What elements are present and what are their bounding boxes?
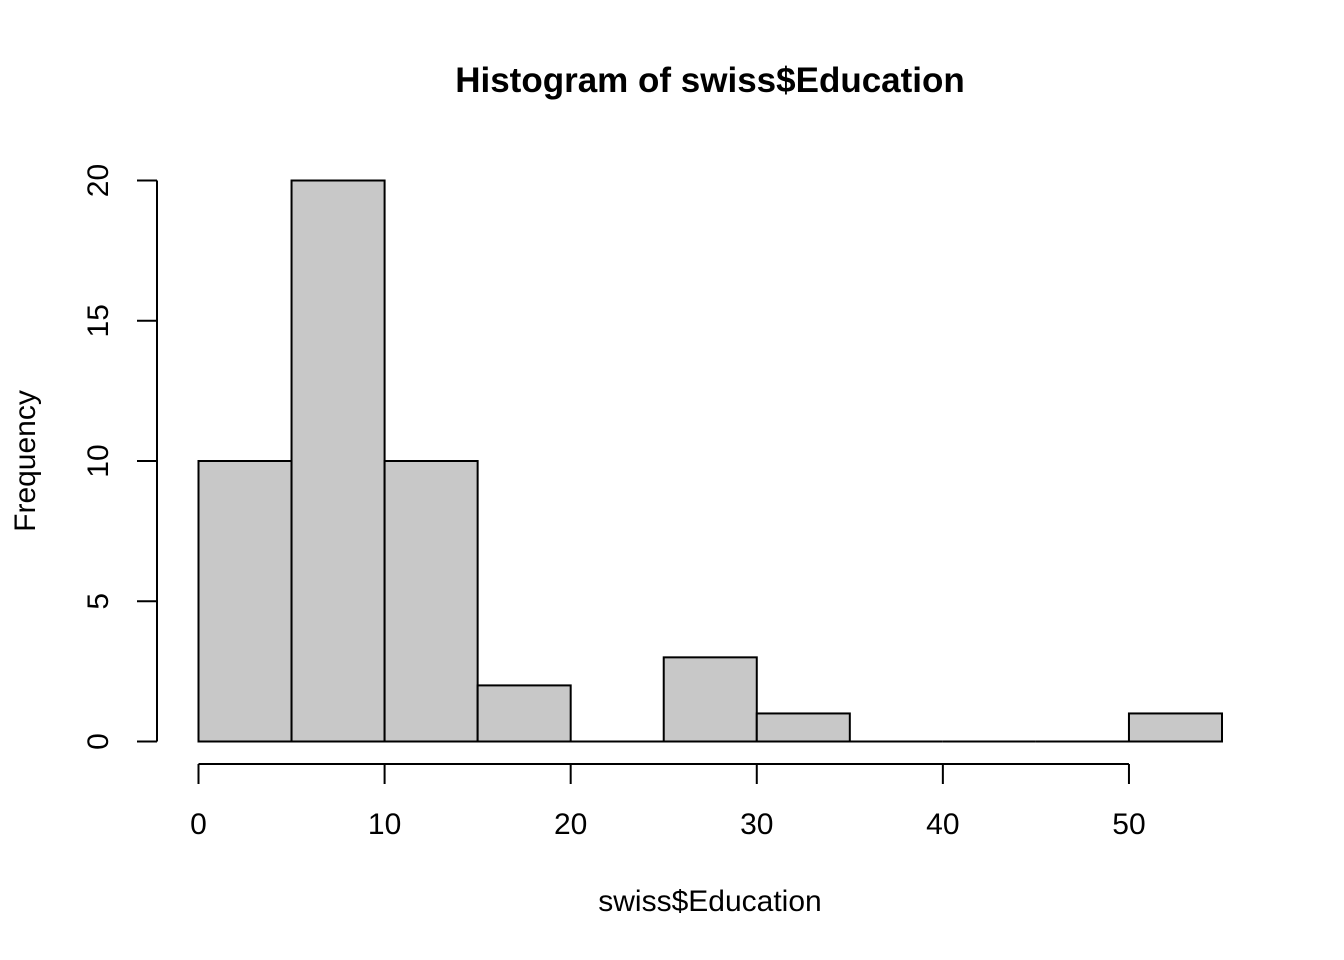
x-tick-label: 20 [554, 808, 587, 841]
y-tick-label: 20 [82, 164, 115, 197]
y-axis-title: Frequency [9, 390, 42, 532]
histogram-bar [383, 460, 479, 743]
x-tick-label: 10 [368, 808, 401, 841]
histogram-bar [662, 656, 758, 743]
y-tick-label: 5 [82, 593, 115, 610]
histogram-bar [476, 684, 572, 743]
x-tick-label: 50 [1112, 808, 1145, 841]
histogram-bar [197, 460, 293, 743]
x-tick-label: 40 [926, 808, 959, 841]
chart-title: Histogram of swiss$Education [455, 61, 965, 100]
x-axis-title: swiss$Education [598, 885, 821, 918]
histogram-bar [755, 712, 851, 743]
histogram-bar [290, 179, 386, 743]
y-tick-label: 15 [82, 304, 115, 337]
x-tick-label: 0 [190, 808, 207, 841]
x-axis: 0 10 20 30 40 50 [190, 763, 1146, 841]
y-tick-label: 0 [82, 733, 115, 750]
histogram-bar [1127, 712, 1224, 743]
histogram-bars [197, 179, 1224, 743]
x-tick-label: 30 [740, 808, 773, 841]
y-axis: 0 5 10 15 20 [82, 164, 158, 750]
y-tick-label: 10 [82, 444, 115, 477]
